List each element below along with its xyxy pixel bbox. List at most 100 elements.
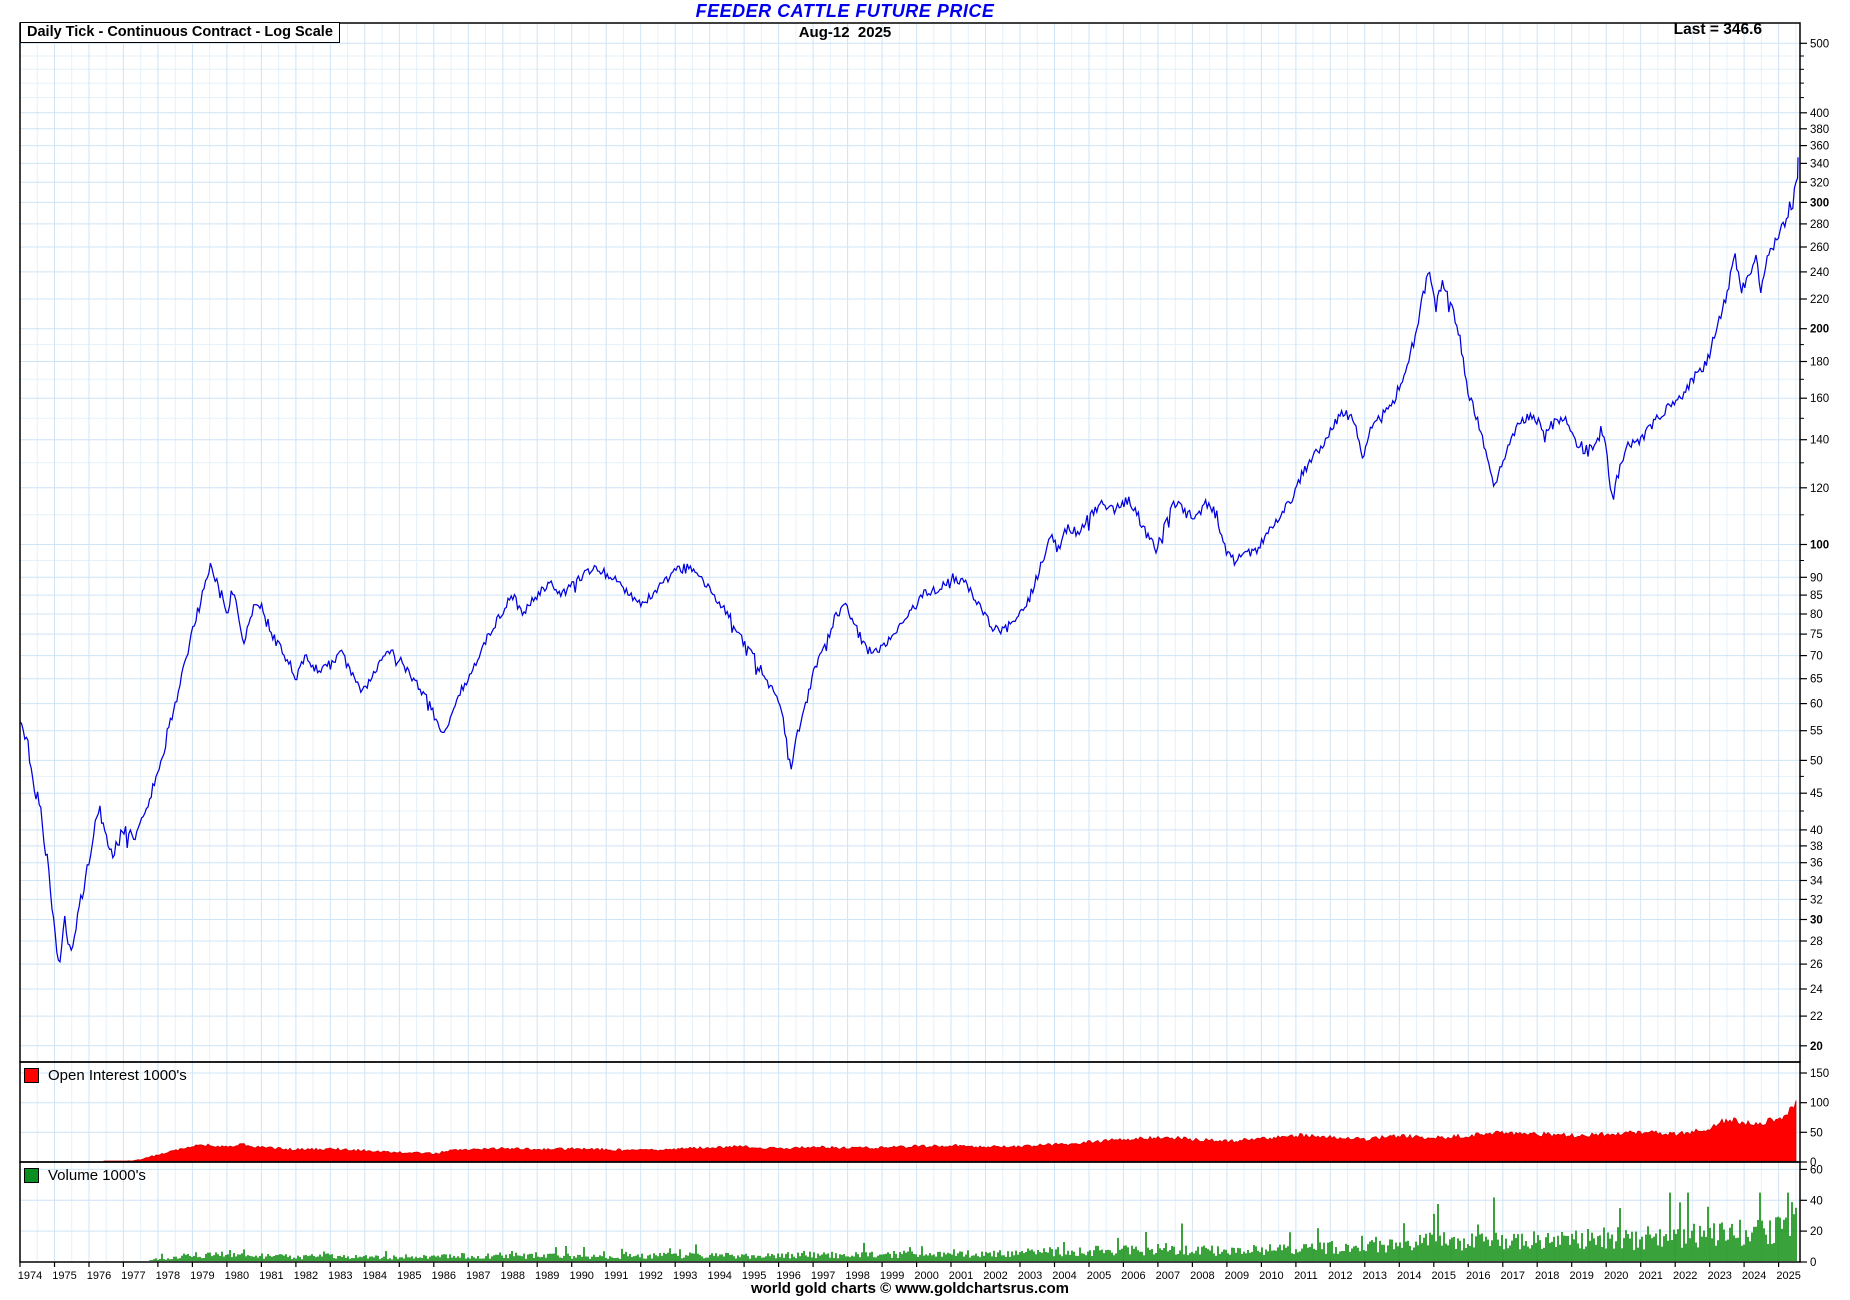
svg-text:2010: 2010 [1259,1270,1283,1282]
svg-text:1985: 1985 [397,1270,421,1282]
svg-text:2006: 2006 [1121,1270,1145,1282]
volume-y-axis: 0 20 40 60 [1800,1164,1823,1269]
svg-text:1999: 1999 [880,1270,904,1282]
last-price-label: Last = 346.6 [1673,21,1762,38]
svg-text:50: 50 [1810,1127,1823,1139]
svg-text:2022: 2022 [1673,1270,1697,1282]
chart-subtitle-box: Daily Tick - Continuous Contract - Log S… [20,22,340,43]
open-interest-swatch-icon [24,1068,39,1083]
svg-text:2007: 2007 [1156,1270,1180,1282]
svg-text:150: 150 [1810,1068,1829,1080]
svg-text:1982: 1982 [294,1270,318,1282]
svg-text:1994: 1994 [707,1270,731,1282]
svg-text:28: 28 [1810,936,1823,948]
svg-text:1978: 1978 [156,1270,180,1282]
volume-swatch-icon [24,1168,39,1183]
svg-text:320: 320 [1810,177,1829,189]
price-series [20,157,1799,964]
grid-minor [20,23,1800,1262]
svg-text:45: 45 [1810,788,1823,800]
svg-text:50: 50 [1810,755,1823,767]
open-interest-y-axis: 0 50 100 150 [1800,1068,1829,1169]
svg-text:2016: 2016 [1466,1270,1490,1282]
open-interest-series [103,1100,1797,1162]
svg-text:1991: 1991 [604,1270,628,1282]
svg-text:40: 40 [1810,1195,1823,1207]
price-y-axis: 500 400 380 360 340 320 300 280 260 240 220 200 180 1… [1800,38,1829,1053]
svg-text:2012: 2012 [1328,1270,1352,1282]
svg-text:2011: 2011 [1294,1270,1318,1282]
svg-text:2019: 2019 [1569,1270,1593,1282]
svg-text:38: 38 [1810,841,1823,853]
x-axis-years: 1974 1975 1976 1977 1978 1979 1980 1981 1982 1983… [18,1262,1801,1282]
svg-text:220: 220 [1810,294,1829,306]
svg-text:85: 85 [1810,590,1823,602]
svg-text:1980: 1980 [225,1270,249,1282]
panel-frames [19,22,1801,1263]
svg-text:500: 500 [1810,38,1829,50]
svg-text:30: 30 [1810,915,1823,927]
svg-text:2025: 2025 [1776,1270,1800,1282]
footer-credit: world gold charts © www.goldchartsrus.co… [750,1280,1070,1297]
svg-text:1993: 1993 [673,1270,697,1282]
svg-text:2023: 2023 [1707,1270,1731,1282]
svg-text:200: 200 [1810,324,1829,336]
svg-text:0: 0 [1810,1157,1816,1169]
svg-text:90: 90 [1810,572,1823,584]
svg-text:2017: 2017 [1501,1270,1525,1282]
svg-text:1995: 1995 [742,1270,766,1282]
svg-text:40: 40 [1810,825,1823,837]
svg-text:120: 120 [1810,483,1829,495]
svg-text:160: 160 [1810,393,1829,405]
volume-legend-label: Volume 1000's [48,1167,146,1184]
svg-text:2020: 2020 [1604,1270,1628,1282]
svg-text:1998: 1998 [845,1270,869,1282]
svg-text:240: 240 [1810,267,1829,279]
svg-text:0: 0 [1810,1257,1816,1269]
svg-text:180: 180 [1810,357,1829,369]
svg-text:2005: 2005 [1087,1270,1111,1282]
svg-text:2001: 2001 [949,1270,973,1282]
volume-legend: Volume 1000's [24,1167,146,1184]
svg-text:60: 60 [1810,1164,1823,1176]
svg-text:80: 80 [1810,609,1823,621]
chart-title: FEEDER CATTLE FUTURE PRICE [695,1,995,21]
svg-text:1976: 1976 [87,1270,111,1282]
svg-text:20: 20 [1810,1226,1823,1238]
svg-text:2021: 2021 [1638,1270,1662,1282]
svg-text:60: 60 [1810,699,1823,711]
svg-text:300: 300 [1810,197,1829,209]
svg-text:36: 36 [1810,858,1823,870]
svg-text:2024: 2024 [1742,1270,1766,1282]
svg-text:1979: 1979 [190,1270,214,1282]
svg-text:1996: 1996 [776,1270,800,1282]
svg-text:2000: 2000 [914,1270,938,1282]
svg-text:2013: 2013 [1363,1270,1387,1282]
svg-text:32: 32 [1810,894,1823,906]
svg-text:380: 380 [1810,124,1829,136]
open-interest-legend-label: Open Interest 1000's [48,1067,187,1084]
svg-text:400: 400 [1810,108,1829,120]
svg-text:1977: 1977 [121,1270,145,1282]
svg-text:2002: 2002 [983,1270,1007,1282]
svg-text:1983: 1983 [328,1270,352,1282]
svg-text:2009: 2009 [1225,1270,1249,1282]
open-interest-legend: Open Interest 1000's [24,1067,187,1084]
svg-text:1984: 1984 [363,1270,387,1282]
svg-text:2014: 2014 [1397,1270,1421,1282]
svg-text:1974: 1974 [18,1270,42,1282]
svg-text:55: 55 [1810,726,1823,738]
svg-text:1986: 1986 [432,1270,456,1282]
svg-text:2008: 2008 [1190,1270,1214,1282]
svg-text:1992: 1992 [638,1270,662,1282]
svg-text:20: 20 [1810,1041,1823,1053]
svg-text:100: 100 [1810,540,1829,552]
svg-text:1989: 1989 [535,1270,559,1282]
svg-text:75: 75 [1810,629,1823,641]
svg-text:140: 140 [1810,435,1829,447]
chart-date-label: Aug-12 2025 [798,24,892,41]
svg-text:24: 24 [1810,984,1823,996]
svg-text:280: 280 [1810,219,1829,231]
svg-text:1990: 1990 [569,1270,593,1282]
